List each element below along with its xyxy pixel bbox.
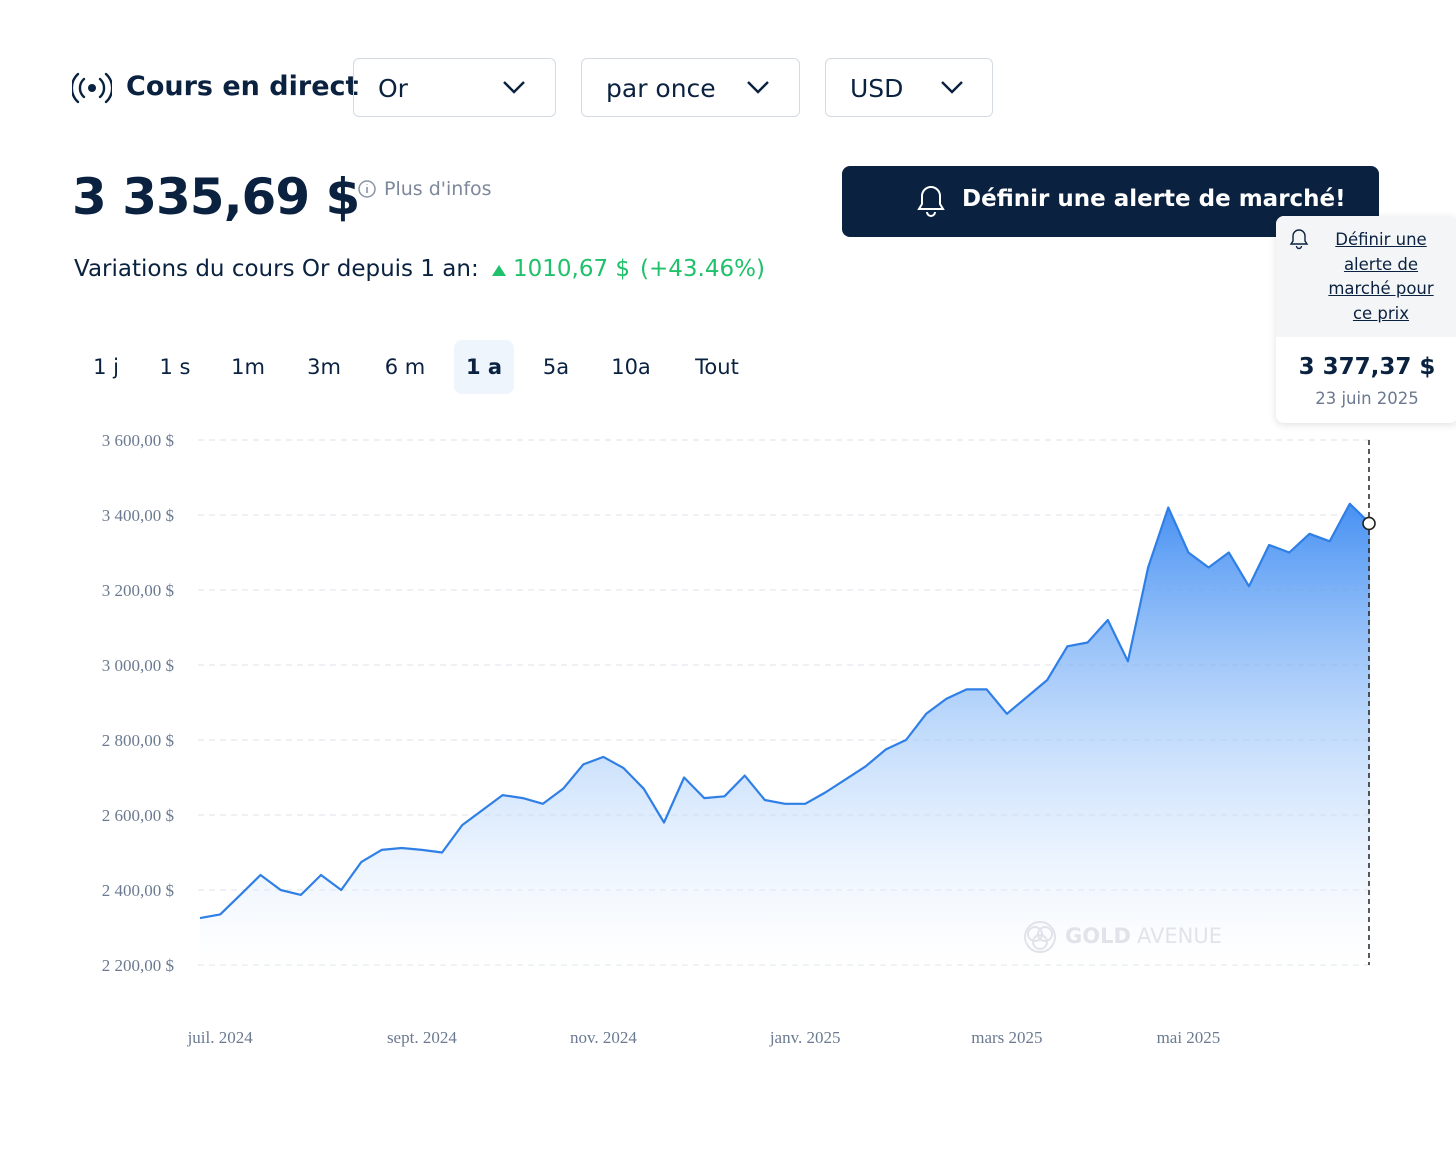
bell-icon xyxy=(1289,229,1309,250)
range-tab[interactable]: 1m xyxy=(231,355,265,379)
alert-button-label: Définir une alerte de marché! xyxy=(962,186,1346,212)
range-tab[interactable]: 1 s xyxy=(159,355,191,379)
watermark-logo xyxy=(1024,921,1056,953)
y-tick-label: 3 400,00 $ xyxy=(102,506,174,525)
live-icon xyxy=(72,72,112,104)
y-tick-label: 3 200,00 $ xyxy=(102,581,174,600)
range-tab[interactable]: 1 j xyxy=(93,355,119,379)
variation-change: 1010,67 $ xyxy=(513,256,631,282)
dropdown-label: par once xyxy=(606,74,716,103)
y-tick-label: 2 400,00 $ xyxy=(102,881,174,900)
y-tick-label: 2 800,00 $ xyxy=(102,731,174,750)
y-tick-label: 3 600,00 $ xyxy=(102,431,174,450)
info-icon xyxy=(358,180,376,198)
dropdown[interactable]: Or xyxy=(353,58,556,117)
range-tab[interactable]: 1 a xyxy=(453,340,515,394)
chevron xyxy=(747,81,769,94)
range-tab[interactable]: 10a xyxy=(611,355,651,379)
y-tick-label: 3 000,00 $ xyxy=(102,656,174,675)
area xyxy=(200,503,1370,965)
range-tab[interactable]: 3m xyxy=(307,355,341,379)
tooltip-alert-link[interactable]: Définir une alerte de marché pour ce pri… xyxy=(1328,230,1434,323)
x-tick-label: mai 2025 xyxy=(1157,1028,1221,1047)
hover-point xyxy=(1362,516,1376,531)
dropdown[interactable]: USD xyxy=(825,58,993,117)
range-tab[interactable]: 5a xyxy=(542,355,570,379)
chevron xyxy=(503,81,525,94)
line xyxy=(199,502,1371,920)
y-tick-label: 2 200,00 $ xyxy=(102,956,174,975)
x-tick-label: sept. 2024 xyxy=(387,1028,457,1047)
tooltip: Définir une alerte de marché pour ce pri… xyxy=(1276,216,1456,423)
dropdown-label: USD xyxy=(850,74,904,103)
tooltip-date: 23 juin 2025 xyxy=(1315,389,1419,408)
tooltip-price: 3 377,37 $ xyxy=(1298,354,1436,380)
variation-percent: (+43.46%) xyxy=(640,256,765,282)
dropdown-label: Or xyxy=(378,74,408,103)
watermark-text: AVENUE xyxy=(1137,924,1223,948)
header-title: Cours en direct xyxy=(126,71,359,102)
variation-label: Variations du cours Or depuis 1 an: xyxy=(74,256,479,282)
up-triangle xyxy=(492,265,506,276)
range-tab[interactable]: 6 m xyxy=(384,355,426,379)
more-info[interactable]: Plus d'infos xyxy=(384,178,492,200)
price: 3 335,69 $ xyxy=(72,168,360,226)
x-tick-label: mars 2025 xyxy=(971,1028,1042,1047)
x-tick-label: juil. 2024 xyxy=(187,1028,254,1047)
x-tick-label: janv. 2025 xyxy=(769,1028,841,1047)
dropdown[interactable]: par once xyxy=(581,58,800,117)
range-tab[interactable]: Tout xyxy=(695,355,739,379)
watermark-text: GOLD xyxy=(1065,924,1131,948)
y-tick-label: 2 600,00 $ xyxy=(102,806,174,825)
tooltip-header xyxy=(1276,216,1456,337)
x-tick-label: nov. 2024 xyxy=(570,1028,637,1047)
chevron xyxy=(941,81,963,94)
bell-icon xyxy=(917,185,945,217)
alert-button[interactable]: Définir une alerte de marché! xyxy=(842,166,1379,237)
